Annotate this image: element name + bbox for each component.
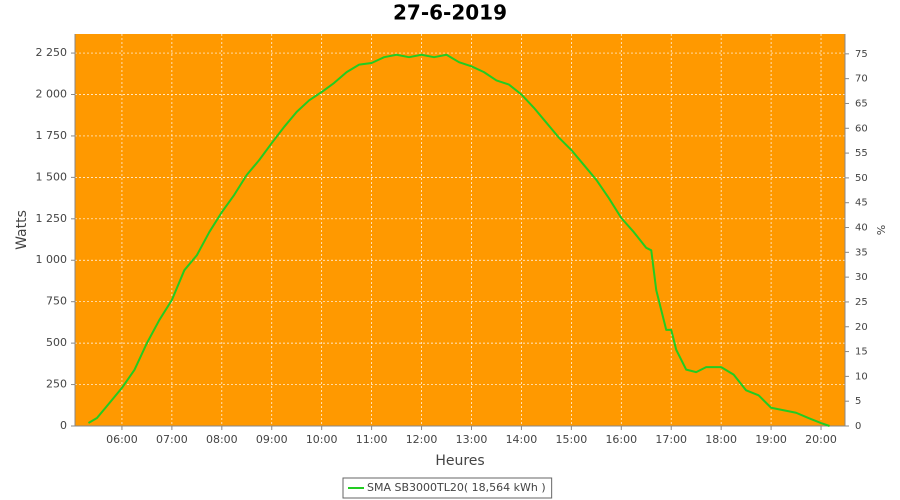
y2-axis-label: % — [875, 225, 888, 235]
x-tick-label: 09:00 — [256, 433, 288, 446]
y-tick-label: 1 250 — [36, 212, 68, 225]
y2-tick-label: 55 — [855, 148, 868, 159]
x-tick-label: 15:00 — [556, 433, 588, 446]
y2-tick-label: 60 — [855, 123, 868, 134]
y2-tick-label: 40 — [855, 223, 868, 234]
x-tick-label: 08:00 — [206, 433, 238, 446]
legend-label: SMA SB3000TL20( 18,564 kWh ) — [367, 481, 546, 494]
y-tick-label: 2 000 — [36, 87, 68, 100]
x-tick-label: 11:00 — [356, 433, 388, 446]
y-axis-label: Watts — [14, 210, 30, 250]
y-tick-label: 1 750 — [36, 129, 68, 142]
y2-tick-label: 20 — [855, 322, 868, 333]
y2-tick-label: 70 — [855, 74, 868, 85]
y2-tick-label: 45 — [855, 198, 868, 209]
x-tick-label: 16:00 — [605, 433, 637, 446]
y-tick-label: 1 500 — [36, 170, 68, 183]
y2-tick-label: 25 — [855, 297, 868, 308]
x-tick-label: 07:00 — [156, 433, 188, 446]
x-axis-label: Heures — [435, 453, 484, 469]
y2-tick-label: 30 — [855, 272, 868, 283]
y2-tick-label: 50 — [855, 173, 868, 184]
y2-tick-label: 75 — [855, 49, 868, 60]
x-tick-label: 13:00 — [456, 433, 488, 446]
y-tick-label: 500 — [46, 336, 67, 349]
x-tick-label: 19:00 — [755, 433, 787, 446]
x-tick-label: 14:00 — [506, 433, 538, 446]
y2-tick-label: 35 — [855, 247, 868, 258]
chart-title: 27-6-2019 — [393, 1, 507, 25]
x-tick-label: 18:00 — [705, 433, 737, 446]
x-tick-label: 20:00 — [805, 433, 837, 446]
y2-tick-label: 10 — [855, 371, 868, 382]
y-tick-label: 2 250 — [36, 46, 68, 59]
legend: SMA SB3000TL20( 18,564 kWh ) — [342, 477, 553, 499]
x-tick-label: 10:00 — [306, 433, 338, 446]
y-tick-label: 0 — [60, 419, 67, 432]
plot-background — [75, 34, 845, 426]
x-tick-label: 17:00 — [655, 433, 687, 446]
y2-tick-label: 0 — [855, 421, 861, 432]
x-tick-label: 12:00 — [406, 433, 438, 446]
y2-tick-label: 65 — [855, 98, 868, 109]
data-line — [87, 53, 830, 427]
y2-tick-label: 5 — [855, 396, 861, 407]
legend-box — [342, 477, 553, 499]
y2-tick-label: 15 — [855, 347, 868, 358]
y-tick-label: 250 — [46, 378, 67, 391]
y-tick-label: 750 — [46, 295, 67, 308]
y-tick-label: 1 000 — [36, 253, 68, 266]
x-tick-label: 06:00 — [106, 433, 138, 446]
